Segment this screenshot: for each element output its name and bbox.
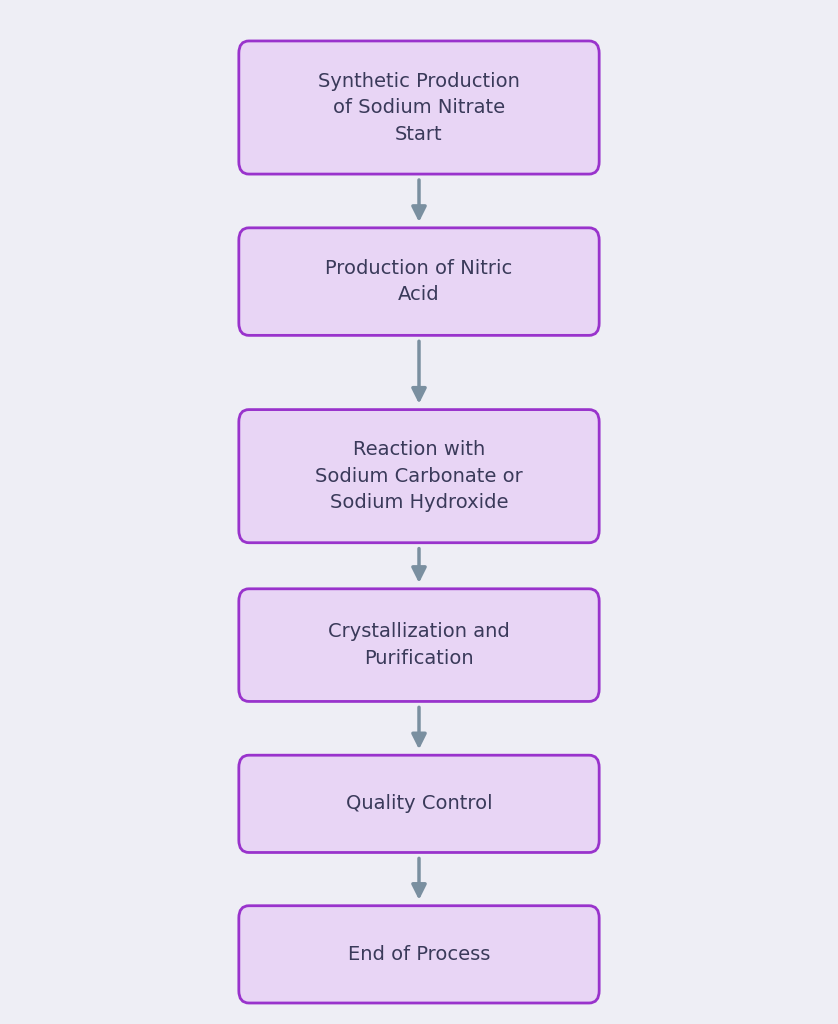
Text: End of Process: End of Process bbox=[348, 945, 490, 964]
FancyBboxPatch shape bbox=[239, 589, 599, 701]
Text: Synthetic Production
of Sodium Nitrate
Start: Synthetic Production of Sodium Nitrate S… bbox=[318, 72, 520, 143]
Text: Reaction with
Sodium Carbonate or
Sodium Hydroxide: Reaction with Sodium Carbonate or Sodium… bbox=[315, 440, 523, 512]
FancyBboxPatch shape bbox=[239, 756, 599, 852]
FancyBboxPatch shape bbox=[239, 905, 599, 1004]
FancyBboxPatch shape bbox=[239, 410, 599, 543]
Text: Crystallization and
Purification: Crystallization and Purification bbox=[328, 623, 510, 668]
FancyBboxPatch shape bbox=[239, 228, 599, 336]
Text: Production of Nitric
Acid: Production of Nitric Acid bbox=[325, 259, 513, 304]
Text: Quality Control: Quality Control bbox=[346, 795, 492, 813]
FancyBboxPatch shape bbox=[239, 41, 599, 174]
